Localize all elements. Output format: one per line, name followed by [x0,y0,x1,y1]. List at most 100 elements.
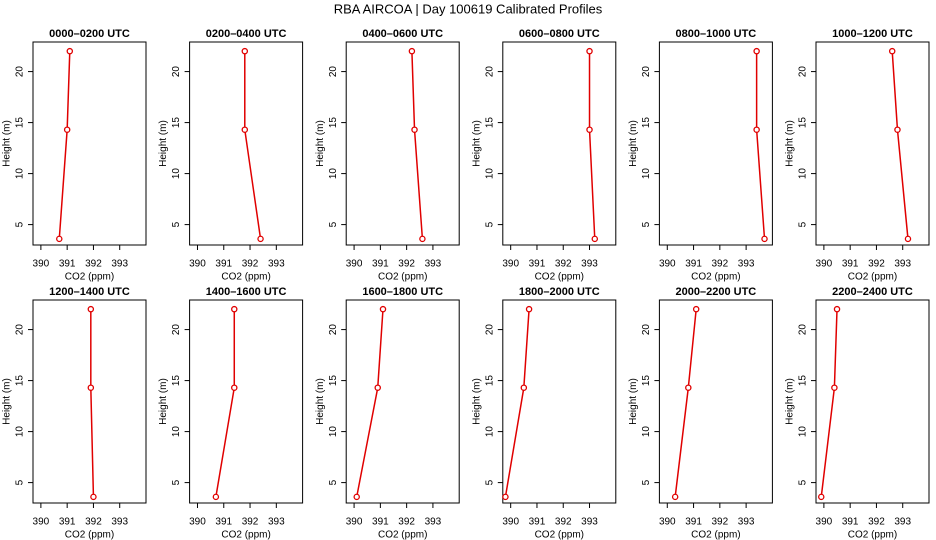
plot-frame [658,41,773,246]
y-axis-label: Height (m) [628,120,639,167]
x-tick-label: 391 [372,517,389,528]
x-axis-label: CO2 (ppm) [221,272,270,283]
plot-frame [345,299,460,504]
y-tick-label: 10 [484,168,495,180]
data-point [353,493,360,501]
y-tick-label: 15 [798,117,809,129]
x-tick-label: 390 [659,259,676,270]
panel: 1600–1800 UTC CO2 (ppm) Height (m) 390 391 39… [315,286,460,540]
x-axis-label: CO2 (ppm) [691,272,740,283]
x-tick-label: 392 [868,259,885,270]
y-tick-label: 5 [328,479,339,485]
data-point [66,47,74,55]
panel: 0200–0400 UTC CO2 (ppm) Height (m) 390 391 39… [158,28,304,283]
y-tick-label: 20 [484,324,495,336]
panel-title: 1200–1400 UTC [49,286,130,298]
plot-frame [32,299,147,504]
panel: 1800–2000 UTC CO2 (ppm) Height (m) 390 391 39… [471,286,617,540]
x-tick-label: 390 [502,517,519,528]
x-tick-label: 390 [33,517,50,528]
y-tick-label: 15 [171,117,182,129]
y-tick-label: 10 [798,168,809,180]
y-axis-label: Height (m) [158,120,169,167]
y-tick-label: 10 [171,168,182,180]
x-tick-label: 391 [842,259,859,270]
x-tick-label: 392 [85,517,102,528]
x-tick-label: 392 [555,517,572,528]
panel-title: 1800–2000 UTC [519,286,600,298]
panel-title: 1000–1200 UTC [832,28,913,40]
y-tick-label: 20 [15,324,26,336]
data-point [374,384,381,391]
x-tick-label: 392 [398,517,415,528]
panel-title: 0400–0600 UTC [362,28,443,40]
x-tick-label: 391 [685,517,702,528]
x-tick-label: 392 [85,259,102,270]
x-tick-label: 393 [738,259,755,270]
x-tick-label: 393 [268,259,285,270]
y-tick-label: 15 [171,375,182,387]
x-tick-label: 393 [425,517,442,528]
x-axis-label: CO2 (ppm) [848,272,897,283]
y-tick-label: 20 [171,66,182,78]
plot-frame [189,299,304,504]
x-axis-label: CO2 (ppm) [65,272,114,283]
y-tick-label: 15 [641,117,652,129]
y-tick-label: 15 [15,375,26,387]
x-tick-label: 390 [33,259,50,270]
x-axis-label: CO2 (ppm) [65,530,114,540]
panel: 0800–1000 UTC CO2 (ppm) Height (m) 390 391 39… [628,28,773,283]
y-tick-label: 5 [15,221,26,227]
plot-frame [345,41,460,246]
panel: 1400–1600 UTC CO2 (ppm) Height (m) 390 391 39… [158,286,304,540]
data-point [753,47,760,55]
data-point [692,305,700,313]
y-axis-label: Height (m) [158,378,169,425]
y-tick-label: 20 [798,324,809,336]
panel: 0600–0800 UTC CO2 (ppm) Height (m) 390 391 39… [471,28,617,283]
data-point [87,384,95,391]
data-point [212,493,220,501]
y-tick-label: 20 [328,324,339,336]
x-tick-label: 391 [529,259,546,270]
x-tick-label: 393 [581,517,598,528]
x-axis-label: CO2 (ppm) [691,530,740,540]
data-point [90,493,97,501]
data-point [408,47,416,55]
y-tick-label: 15 [798,375,809,387]
y-tick-label: 20 [484,66,495,78]
x-axis-label: CO2 (ppm) [535,272,584,283]
x-tick-label: 393 [581,259,598,270]
x-tick-label: 391 [59,517,76,528]
panel: 0400–0600 UTC CO2 (ppm) Height (m) 390 391 39… [315,28,460,283]
data-point [591,235,599,243]
y-tick-label: 15 [484,375,495,387]
x-axis-label: CO2 (ppm) [535,530,584,540]
data-point [231,305,238,313]
y-tick-label: 10 [15,168,26,180]
plot-frame [815,299,930,504]
panel: 1200–1400 UTC CO2 (ppm) Height (m) 390 391 39… [2,286,147,540]
panel-title: 1400–1600 UTC [206,286,287,298]
data-point [379,305,387,313]
y-tick-label: 5 [171,479,182,485]
panel: 2000–2200 UTC CO2 (ppm) Height (m) 390 391 39… [628,286,773,540]
x-tick-label: 391 [215,517,232,528]
data-point [520,384,528,391]
x-tick-label: 390 [816,517,833,528]
y-axis-label: Height (m) [785,120,796,167]
y-tick-label: 15 [328,375,339,387]
x-tick-label: 390 [502,259,519,270]
x-tick-label: 392 [868,517,885,528]
data-point [888,47,896,55]
y-tick-label: 20 [15,66,26,78]
x-tick-label: 390 [189,517,206,528]
x-tick-label: 390 [346,259,363,270]
panel-title: 0600–0800 UTC [519,28,600,40]
data-point [586,47,593,55]
y-tick-label: 10 [484,426,495,438]
panel-title: 2000–2200 UTC [676,286,757,298]
x-tick-label: 392 [242,517,259,528]
data-point [831,384,838,391]
